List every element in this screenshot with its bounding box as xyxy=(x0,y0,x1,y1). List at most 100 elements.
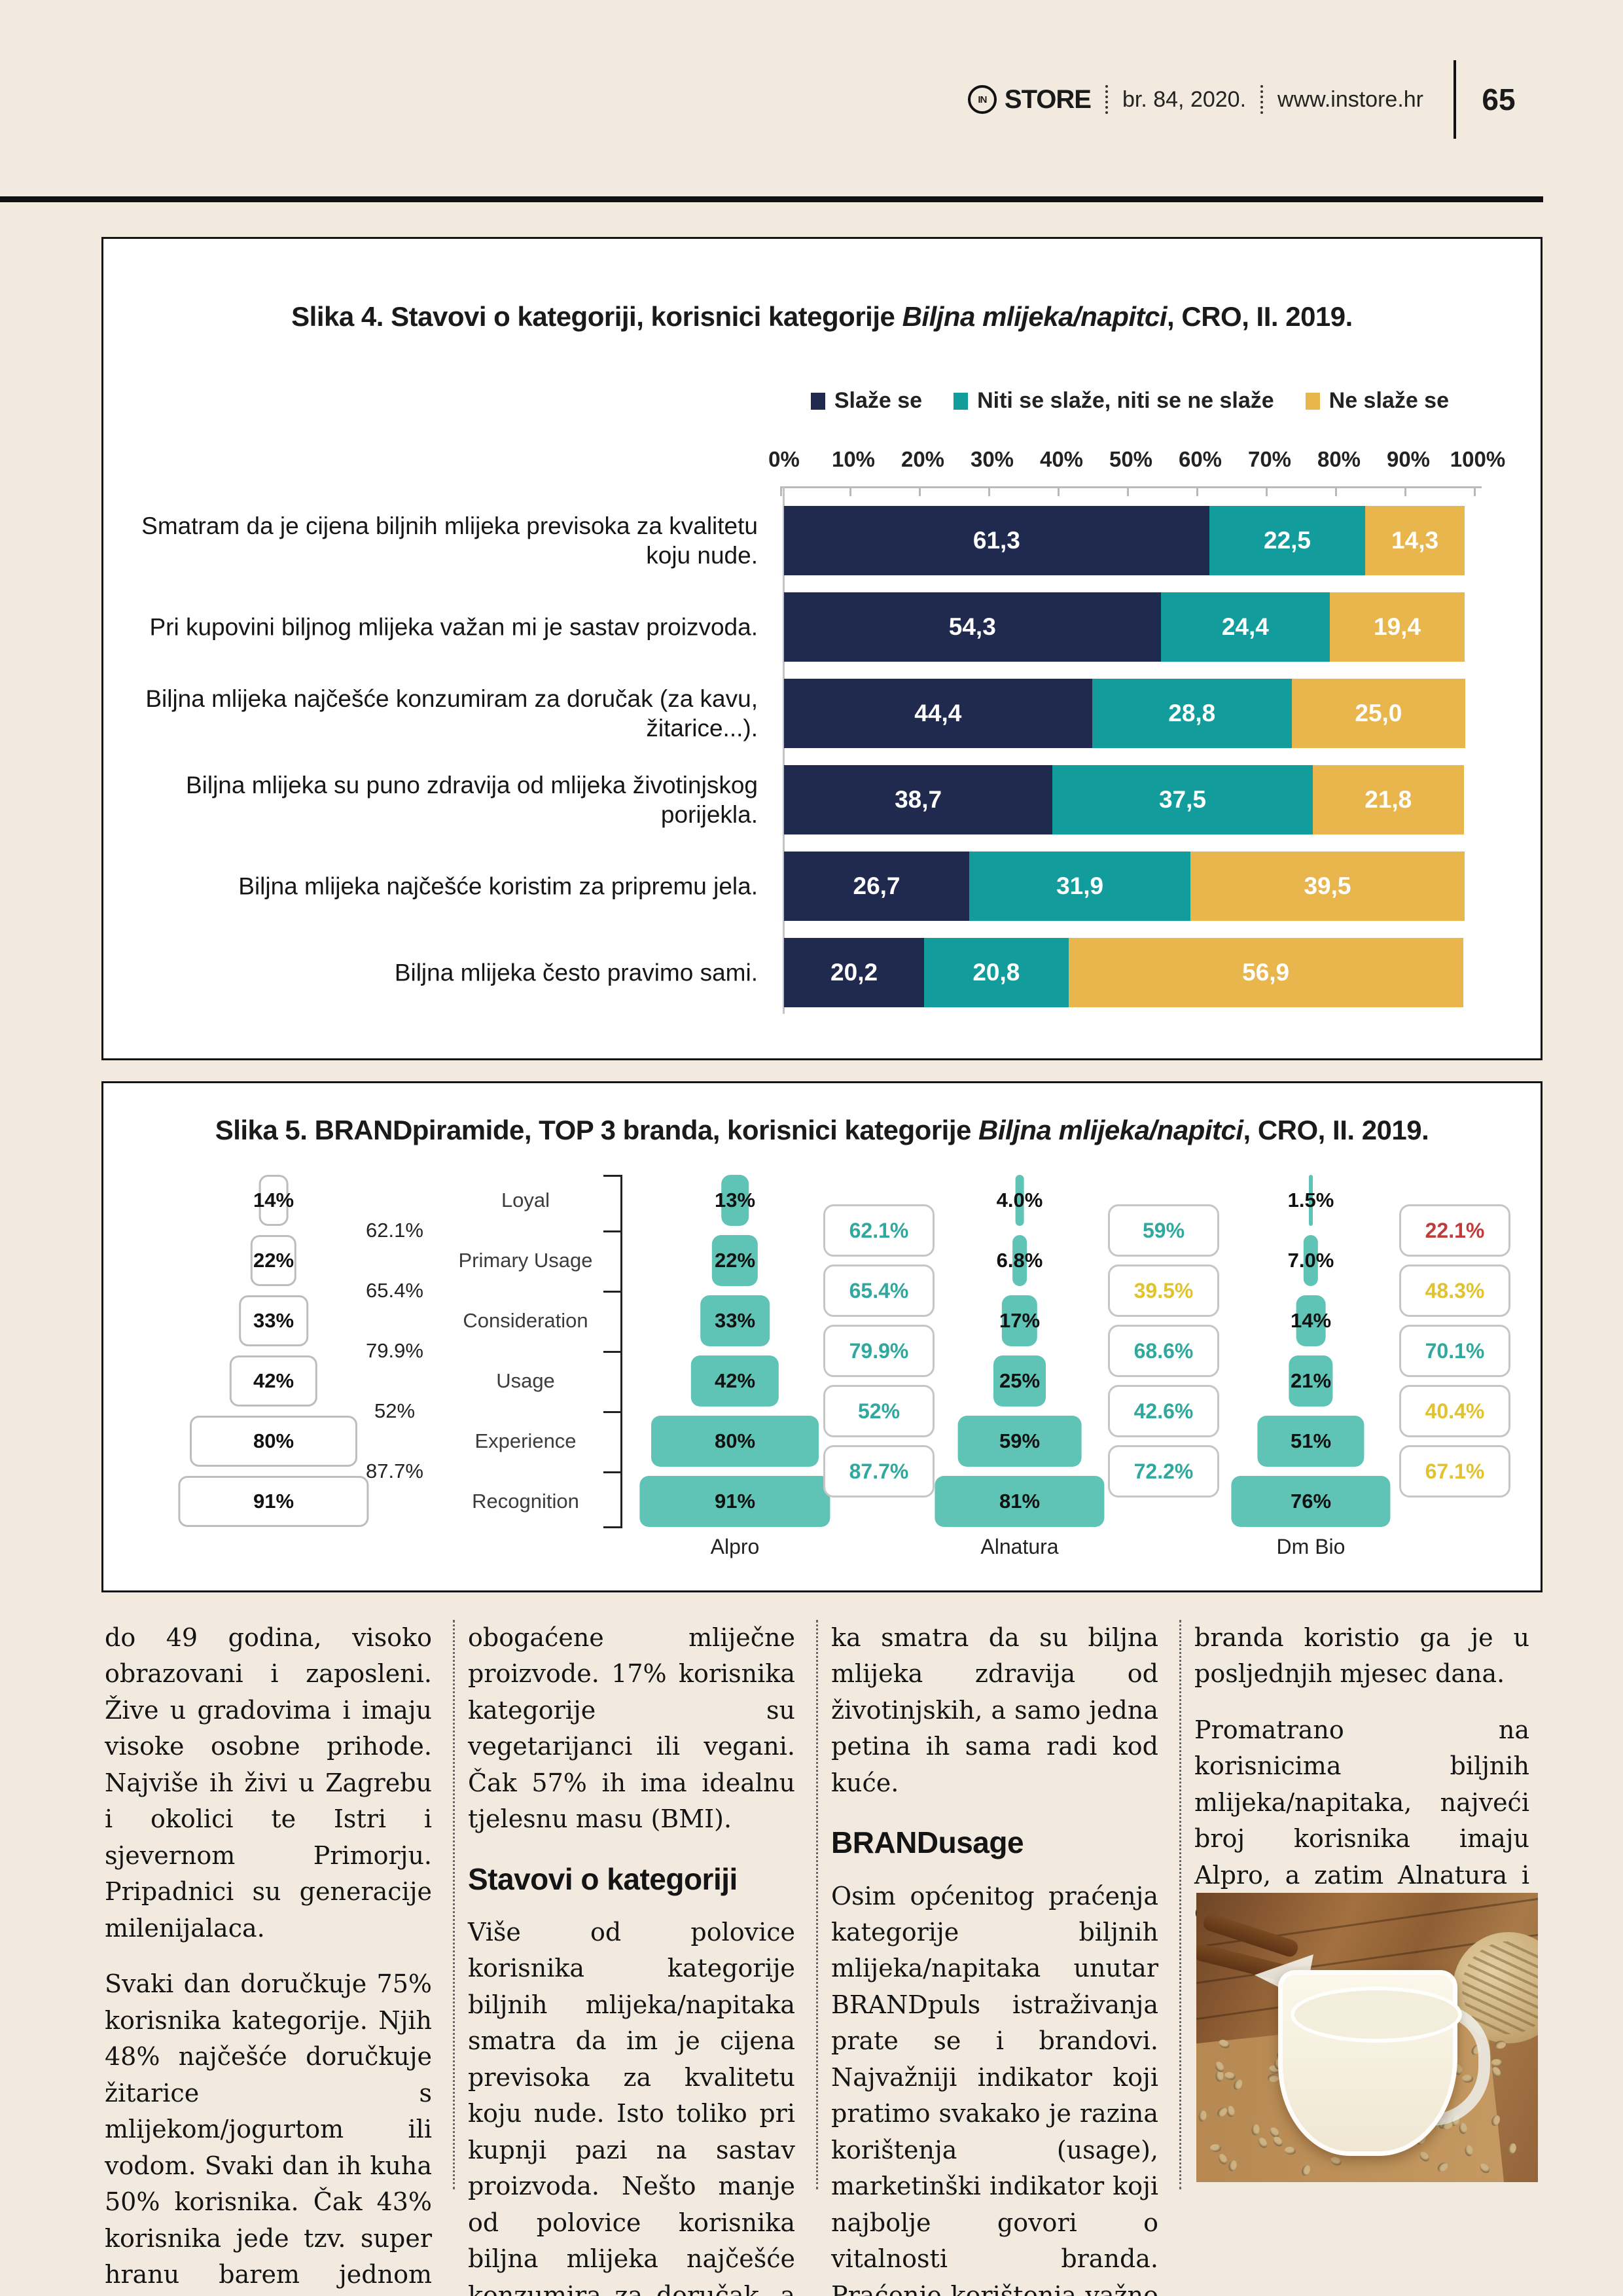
article-column: ka smatra da su biljna mlijeka zdravija … xyxy=(831,1620,1158,2296)
pyramid-level xyxy=(700,1295,770,1346)
conversion-column: 22.1% 48.3% 70.1% 40.4% 67.1% xyxy=(1399,1175,1510,1528)
fig4-axis-line xyxy=(780,486,1482,496)
paragraph: do 49 godina, visoko obrazovani i zaposl… xyxy=(105,1623,432,1943)
figure4-title-prefix: Slika 4. Stavovi o kategoriji, korisnici… xyxy=(291,301,902,332)
conversion-value: 40.4% xyxy=(1399,1385,1510,1437)
page-header: IN STORE br. 84, 2020. www.instore.hr 65 xyxy=(0,60,1541,139)
pyramid-value-label: 14% xyxy=(253,1189,294,1211)
bar-value-label: 22,5 xyxy=(1264,527,1311,554)
page-number: 65 xyxy=(1482,82,1516,117)
level-label: Consideration xyxy=(463,1309,588,1332)
bar-value-label: 31,9 xyxy=(1056,872,1104,899)
axis-tick xyxy=(603,1411,620,1413)
conversion-value: 52% xyxy=(823,1385,935,1437)
stacked-bar: 38,7 37,5 21,8 xyxy=(784,765,1478,834)
section-heading: BRANDusage xyxy=(831,1825,1024,1860)
pyramid-value-label: 80% xyxy=(714,1429,756,1452)
paragraph: branda koristio ga je u posljednjih mjes… xyxy=(1194,1623,1529,1689)
bar-value-label: 56,9 xyxy=(1242,959,1290,986)
stacked-bar: 61,3 22,5 14,3 xyxy=(784,506,1478,575)
axis-tick-label: 60% xyxy=(1178,447,1222,471)
conversion-value: 52% xyxy=(374,1399,416,1422)
pyramid-level xyxy=(259,1175,289,1226)
pyramid-value-label: 76% xyxy=(1290,1490,1332,1513)
issue-number: br. 84, 2020. xyxy=(1122,86,1247,112)
pyramid-level xyxy=(721,1175,749,1226)
pyramid-value-label: 22% xyxy=(253,1249,294,1272)
chart-row-label: Biljna mlijeka najčešće konzumiram za do… xyxy=(145,685,758,742)
article-column: do 49 godina, visoko obrazovani i zaposl… xyxy=(105,1620,432,2296)
bar-value-label: 25,0 xyxy=(1355,700,1402,726)
figure5-title-suffix: , CRO, II. 2019. xyxy=(1243,1115,1429,1145)
level-label: Recognition xyxy=(472,1490,579,1513)
conversion-value: 79.9% xyxy=(366,1339,423,1362)
bar-segment: 37,5 xyxy=(1052,765,1313,834)
axis-tick-label: 10% xyxy=(831,447,876,471)
pyramid-level xyxy=(190,1416,357,1467)
bar-value-label: 39,5 xyxy=(1304,872,1351,899)
bar-value-label: 54,3 xyxy=(948,613,996,640)
bar-segment: 39,5 xyxy=(1190,852,1465,921)
conversion-value: 22.1% xyxy=(1399,1204,1510,1257)
pyramid-value-label: 80% xyxy=(253,1429,294,1452)
legend-swatch-icon xyxy=(954,392,969,410)
pyramid-value-label: 14% xyxy=(1290,1309,1332,1332)
bar-value-label: 20,2 xyxy=(830,959,878,986)
pyramid-level xyxy=(250,1235,297,1286)
conversion-value: 68.6% xyxy=(1108,1325,1219,1377)
pyramid-level xyxy=(957,1416,1082,1467)
column-divider xyxy=(816,1620,818,2189)
pyramid-value-label: 22% xyxy=(714,1249,756,1272)
legend-item: Slaže se xyxy=(810,388,922,414)
pyramid-level xyxy=(1257,1416,1364,1467)
chart-row: Biljna mlijeka često pravimo sami. 20,2 20… xyxy=(103,936,1541,1009)
bar-value-label: 24,4 xyxy=(1221,613,1269,640)
article-column: obogaćene mliječne proizvode. 17% korisn… xyxy=(468,1620,795,2296)
axis-tick-label: 80% xyxy=(1317,447,1361,471)
bar-segment: 26,7 xyxy=(784,852,970,921)
conversion-value: 59% xyxy=(1108,1204,1219,1257)
pyramid-level xyxy=(1015,1175,1024,1226)
bar-segment: 20,2 xyxy=(784,938,925,1007)
magazine-name: STORE xyxy=(1004,84,1092,114)
conversion-column: 62.1% 65.4% 79.9% 52% 87.7% xyxy=(339,1175,450,1528)
bar-segment: 24,4 xyxy=(1160,592,1330,662)
stacked-bar: 26,7 31,9 39,5 xyxy=(784,852,1478,921)
stacked-bar: 54,3 24,4 19,4 xyxy=(784,592,1478,662)
pyramid-value-label: 6.8% xyxy=(996,1249,1043,1272)
stacked-bar: 20,2 20,8 56,9 xyxy=(784,938,1478,1007)
column-divider xyxy=(453,1620,455,2189)
pyramid-level xyxy=(711,1235,758,1286)
conversion-value: 48.3% xyxy=(1399,1265,1510,1317)
figure4-title-suffix: , CRO, II. 2019. xyxy=(1167,301,1353,332)
milk-pitcher-photo xyxy=(1196,1893,1538,2182)
pyramid-value-label: 81% xyxy=(999,1490,1041,1513)
pyramid-value-label: 25% xyxy=(999,1369,1041,1392)
bar-segment: 28,8 xyxy=(1092,679,1292,748)
bar-segment: 54,3 xyxy=(784,592,1161,662)
pyramid-value-label: 42% xyxy=(714,1369,756,1392)
pyramid-level xyxy=(1289,1355,1333,1407)
level-label: Loyal xyxy=(501,1189,550,1211)
pyramid-level xyxy=(1001,1295,1038,1346)
conversion-value: 79.9% xyxy=(823,1325,935,1377)
pyramid-value-label: 59% xyxy=(999,1429,1041,1452)
axis-tick xyxy=(603,1351,620,1353)
conversion-value: 87.7% xyxy=(823,1445,935,1498)
brand-name: Alnatura xyxy=(980,1535,1059,1558)
conversion-value: 65.4% xyxy=(823,1265,935,1317)
bar-segment: 21,8 xyxy=(1312,765,1464,834)
chart-row-label: Biljna mlijeka su puno zdravija od mlije… xyxy=(185,771,758,828)
pyramid-level xyxy=(651,1416,819,1467)
instore-logo: IN STORE xyxy=(967,84,1092,115)
pyramid-level xyxy=(993,1355,1046,1407)
axis-tick xyxy=(603,1526,620,1528)
pyramid-value-label: 7.0% xyxy=(1287,1249,1334,1272)
bar-segment: 61,3 xyxy=(784,506,1209,575)
conversion-column: 62.1% 65.4% 79.9% 52% 87.7% xyxy=(823,1175,935,1528)
figure5-title-prefix: Slika 5. BRANDpiramide, TOP 3 branda, ko… xyxy=(215,1115,979,1145)
in-logo-icon: IN xyxy=(967,85,997,114)
bar-value-label: 37,5 xyxy=(1158,786,1206,813)
pyramid-value-label: 91% xyxy=(714,1490,756,1513)
